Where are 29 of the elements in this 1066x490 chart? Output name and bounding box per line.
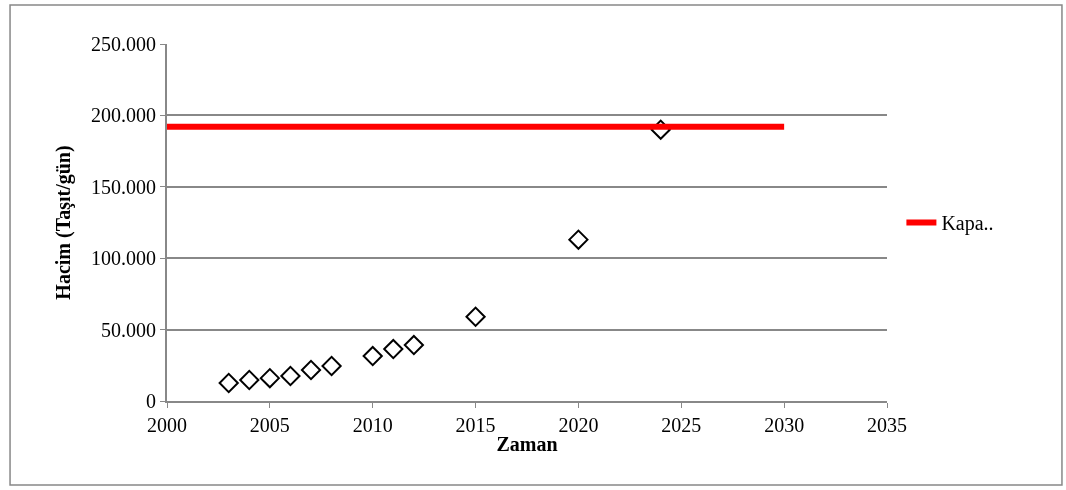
point	[568, 229, 589, 250]
point	[321, 355, 342, 377]
y-tick-label: 150.000	[91, 175, 156, 198]
y-tick-label: 100.000	[91, 247, 156, 270]
x-tick-label: 2010	[352, 414, 393, 436]
y-tick-label: 50.000	[101, 318, 156, 341]
x-tick-label: 2005	[249, 414, 290, 436]
y-axis-title: Hacim (Taşıt/gün)	[52, 145, 75, 300]
point	[650, 119, 671, 140]
y-tick-label: 250.000	[91, 33, 156, 55]
point	[300, 359, 322, 381]
x-tick-label: 2030	[764, 414, 805, 436]
x-tick-label: 2020	[558, 414, 599, 436]
x-tick-label: 2025	[661, 414, 702, 436]
y-tick-label: 200.000	[91, 104, 156, 127]
point	[280, 365, 301, 387]
y-tick-label: 0	[146, 390, 156, 412]
point	[383, 338, 404, 360]
x-tick-label: 2015	[455, 414, 496, 436]
point	[362, 345, 383, 367]
x-axis-title: Zaman	[496, 433, 558, 455]
legend-label: Kapa..	[941, 212, 994, 236]
point	[465, 306, 486, 327]
point	[239, 369, 260, 391]
point	[403, 334, 424, 356]
point	[259, 368, 280, 389]
point	[218, 372, 239, 394]
x-tick-label: 2035	[867, 414, 907, 436]
x-tick-label: 2000	[147, 414, 187, 436]
